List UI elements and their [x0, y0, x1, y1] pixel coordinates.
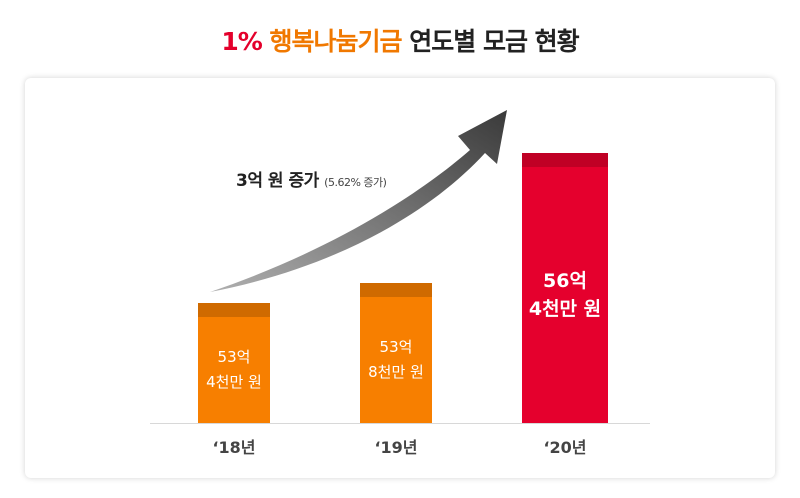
bar: 56억 4천만 원 — [522, 153, 608, 423]
title-highlight: 1% — [221, 27, 262, 56]
x-tick-label: ‘20년 — [543, 438, 587, 457]
annotation-detail: (5.62% 증가) — [324, 176, 387, 189]
arrow-shape — [210, 110, 507, 292]
x-tick-label: ‘19년 — [374, 438, 418, 457]
annotation-text: 3억 원 증가 — [236, 171, 319, 191]
value-label: 53억 4천만 원 — [206, 348, 262, 391]
bar: 53억 8천만 원 — [360, 283, 432, 423]
title-name: 행복나눔기금 — [269, 27, 403, 56]
x-tick-label: ‘18년 — [212, 438, 256, 457]
growth-arrow — [210, 110, 507, 292]
chart-title: 1% 행복나눔기금 연도별 모금 현황 — [0, 22, 800, 58]
bar: 53억 4천만 원 — [198, 303, 270, 423]
chart-card: 3억 원 증가 (5.62% 증가) 53억 4천만 원 ‘18년 53억 8천만 … — [25, 78, 775, 478]
value-label: 56억 4천만 원 — [528, 270, 602, 320]
value-label: 53억 8천만 원 — [368, 338, 424, 381]
baseline — [150, 423, 650, 424]
title-rest: 연도별 모금 현황 — [409, 27, 579, 56]
annotation: 3억 원 증가 (5.62% 증가) — [236, 166, 387, 191]
